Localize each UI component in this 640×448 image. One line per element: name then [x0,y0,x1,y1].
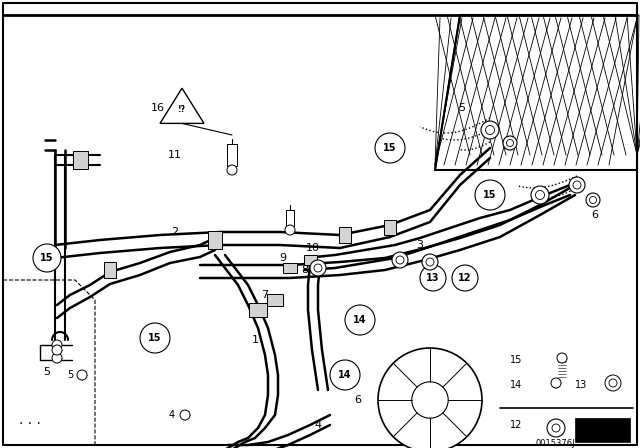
Text: 13: 13 [426,273,440,283]
Circle shape [420,265,446,291]
Bar [208,231,222,249]
Circle shape [140,323,170,353]
Bar [249,303,267,317]
Bar [339,227,351,243]
Text: 12: 12 [458,273,472,283]
Circle shape [77,370,87,380]
Circle shape [486,125,495,134]
Text: 6: 6 [355,395,362,405]
Circle shape [314,264,322,272]
Circle shape [345,305,375,335]
Bar [104,262,116,278]
Circle shape [573,181,581,189]
Bar [227,144,237,166]
Text: 14: 14 [353,315,367,325]
Circle shape [551,378,561,388]
Text: 5: 5 [67,370,73,380]
Circle shape [569,177,585,193]
Text: 14: 14 [510,380,522,390]
Circle shape [375,133,405,163]
Circle shape [475,180,505,210]
Circle shape [426,258,434,266]
Text: 13: 13 [575,380,588,390]
Circle shape [412,382,448,418]
Text: 7: 7 [261,290,269,300]
Text: 9: 9 [280,253,287,263]
Text: 1: 1 [252,335,259,345]
Text: 11: 11 [168,150,182,160]
Bar [303,255,317,265]
Text: 10: 10 [306,243,320,253]
Text: 6: 6 [591,210,598,220]
Text: 15: 15 [483,190,497,200]
Polygon shape [435,15,637,170]
Circle shape [452,265,478,291]
Text: 14: 14 [339,370,352,380]
Circle shape [52,340,62,350]
Circle shape [310,260,326,276]
Text: 15: 15 [510,355,522,365]
Bar [283,263,297,273]
Text: . . .: . . . [19,413,41,427]
Polygon shape [575,418,630,442]
Circle shape [285,225,295,235]
Text: !?: !? [178,105,186,115]
Text: 5: 5 [44,367,51,377]
Circle shape [506,139,513,146]
Circle shape [392,252,408,268]
Circle shape [503,136,517,150]
Circle shape [586,193,600,207]
Circle shape [531,186,549,204]
Circle shape [557,353,567,363]
Circle shape [52,345,62,355]
Text: 4: 4 [314,420,321,430]
Circle shape [330,360,360,390]
Circle shape [378,348,482,448]
Circle shape [481,121,499,139]
Circle shape [609,379,617,387]
Text: 12: 12 [510,420,522,430]
Circle shape [552,424,560,432]
Bar [72,151,88,169]
Circle shape [547,419,565,437]
Circle shape [33,244,61,272]
Text: 15: 15 [148,333,162,343]
Text: 4: 4 [169,410,175,420]
Circle shape [422,254,438,270]
Circle shape [605,375,621,391]
Circle shape [52,353,62,363]
Circle shape [227,165,237,175]
Text: 15: 15 [40,253,54,263]
Circle shape [180,410,190,420]
Text: 8: 8 [301,265,308,275]
Circle shape [589,197,596,203]
Circle shape [536,190,545,199]
Bar [267,294,283,306]
Text: 16: 16 [151,103,165,113]
Text: 5: 5 [458,103,465,113]
Bar [384,220,396,236]
Text: 0015376J: 0015376J [535,439,575,448]
Text: 15: 15 [383,143,397,153]
Circle shape [396,256,404,264]
Text: 2: 2 [172,227,179,237]
Text: 3: 3 [417,240,424,250]
Bar [286,210,294,226]
